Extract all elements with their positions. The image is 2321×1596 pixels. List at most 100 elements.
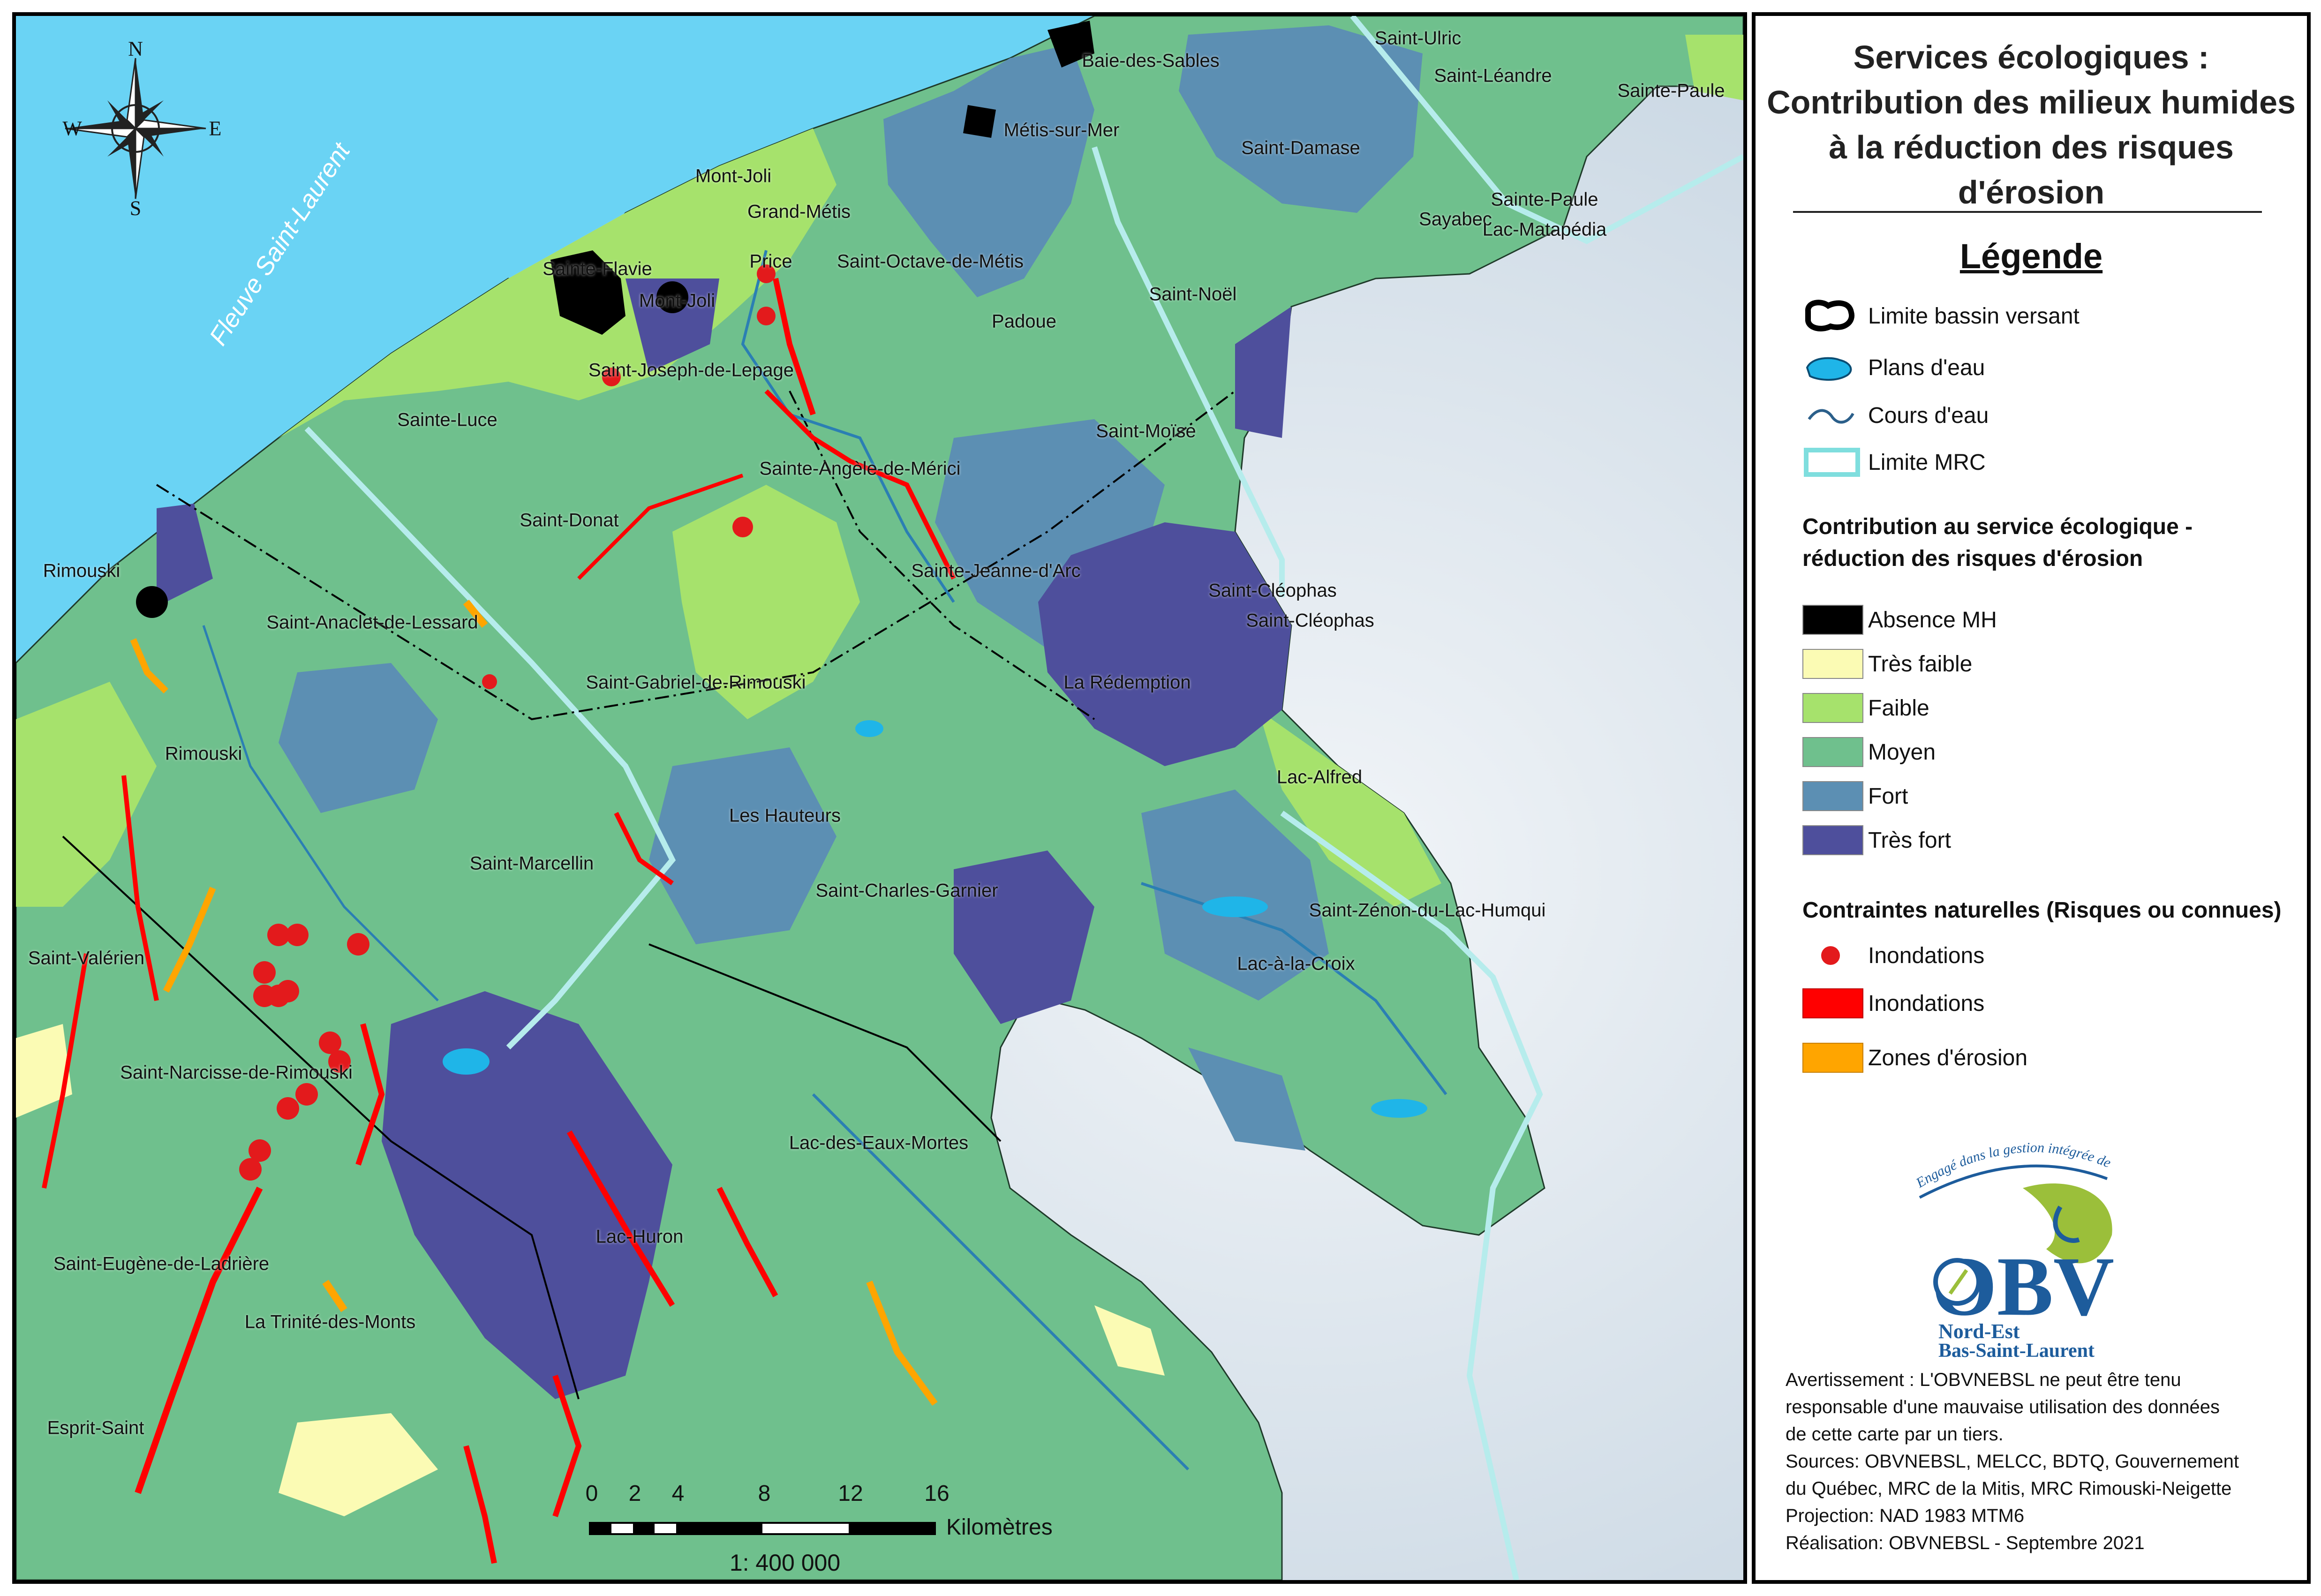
erosion-zone	[163, 887, 216, 993]
legend-class-label: Moyen	[1868, 739, 1936, 765]
legend-constraint-label: Inondations	[1868, 991, 1985, 1016]
disclaimer-line: Réalisation: OBVNEBSL - Septembre 2021	[1786, 1533, 2145, 1553]
place-label: Saint-Joseph-de-Lepage	[588, 360, 794, 381]
flood-point	[295, 1083, 318, 1106]
logo-leaf-icon	[2023, 1183, 2112, 1264]
flood-zone	[614, 812, 674, 886]
place-label: Sainte-Paule	[1491, 189, 1598, 210]
mrc-boundary	[1350, 16, 1743, 244]
zone-tres-fort	[1038, 522, 1291, 766]
legend-class-faible: Faible	[1802, 689, 1929, 727]
place-label: La Rédemption	[1063, 672, 1191, 693]
map-title-line: Services écologiques :	[1853, 39, 2209, 75]
obv-logo: Engagé dans la gestion intégrée de l'eau…	[1891, 1118, 2117, 1362]
place-label: Saint-Cléophas	[1246, 610, 1374, 631]
flood-point	[277, 980, 299, 1002]
place-label: Price	[749, 251, 792, 272]
mrc-boundary	[1280, 811, 1543, 1580]
zone-faible	[1258, 710, 1441, 907]
place-label: Sainte-Paule	[1617, 80, 1725, 101]
contribution-title-line: réduction des risques d'érosion	[1802, 546, 2143, 571]
watercourse	[812, 1093, 1190, 1471]
flood-zone	[463, 1445, 497, 1564]
legend-class-tres-fort: Très fort	[1802, 821, 1951, 859]
water-body	[443, 1048, 490, 1075]
class-swatch	[1802, 693, 1863, 723]
map-title: Services écologiques : Contribution des …	[1756, 35, 2307, 215]
water-body	[1202, 896, 1268, 917]
disclaimer-line: responsable d'une mauvaise utilisation d…	[1786, 1397, 2220, 1417]
scale-tick: 16	[924, 1481, 950, 1506]
flood-zone-swatch	[1802, 988, 1863, 1018]
mrc-boundary	[304, 426, 676, 1050]
place-label: Lac-à-la-Croix	[1237, 953, 1355, 974]
zone-fort	[1179, 25, 1423, 213]
water-body	[855, 720, 883, 737]
map-title-line: Contribution des milieux humides	[1767, 84, 2296, 120]
legend-item-label: Limite MRC	[1868, 450, 1986, 475]
flood-zone	[135, 1186, 263, 1494]
legend-constraint-flood-points: Inondations	[1802, 937, 1984, 974]
disclaimer: Avertissement : L'OBVNEBSL ne peut être …	[1786, 1366, 2297, 1557]
zone-fort	[1188, 1047, 1305, 1151]
place-label: Saint-Donat	[520, 510, 619, 531]
legend-item-water-bodies: Plans d'eau	[1802, 349, 1985, 386]
flood-point	[267, 924, 290, 946]
flood-zone	[566, 1130, 675, 1307]
flood-point	[249, 1139, 271, 1162]
place-label: Sainte-Flavie	[543, 258, 652, 279]
map-frame[interactable]: N S E W Fleuve Saint-Laurent Saint-Ulric…	[12, 12, 1747, 1584]
legend-class-moyen: Moyen	[1802, 733, 1936, 771]
compass-rose	[65, 58, 206, 199]
flood-point	[732, 517, 753, 537]
disclaimer-line: Avertissement : L'OBVNEBSL ne peut être …	[1786, 1370, 2181, 1390]
watershed-boundary	[62, 836, 580, 1400]
contribution-title-line: Contribution au service écologique -	[1802, 514, 2193, 539]
scale-unit: Kilomètres	[946, 1515, 1053, 1540]
flood-points	[239, 264, 776, 1181]
flood-zone	[716, 1187, 778, 1297]
flood-point-icon	[1821, 946, 1840, 965]
place-label: Saint-Eugène-de-Ladrière	[53, 1253, 270, 1274]
watershed-outline-icon	[1805, 300, 1855, 331]
title-divider	[1793, 211, 2262, 213]
place-label: Grand-Métis	[747, 201, 851, 222]
erosion-zone	[463, 600, 488, 628]
legend-class-label: Fort	[1868, 783, 1908, 809]
flood-point	[757, 264, 776, 283]
place-label: Padoue	[992, 311, 1056, 332]
watershed-boundary	[648, 943, 1002, 1142]
flood-point	[757, 307, 776, 325]
class-swatch	[1802, 605, 1863, 635]
legend-constraint-flood-zones: Inondations	[1802, 985, 1984, 1022]
place-label: Saint-Léandre	[1434, 65, 1552, 86]
place-label: Métis-sur-Mer	[1003, 120, 1120, 141]
flood-zone	[552, 1375, 582, 1517]
scale-tick: 2	[628, 1481, 641, 1506]
legend-constraint-label: Inondations	[1868, 943, 1985, 968]
place-label: Saint-Narcisse-de-Rimouski	[120, 1062, 353, 1083]
class-swatch	[1802, 649, 1863, 679]
water-body	[1371, 1099, 1427, 1118]
place-label: Lac-Alfred	[1276, 767, 1363, 788]
zone-faible	[16, 682, 157, 907]
erosion-zone	[866, 1280, 938, 1406]
zone-fort	[883, 44, 1094, 297]
zone-tres-fort	[157, 504, 213, 607]
flood-point	[253, 985, 276, 1007]
zone-tres-faible	[279, 1413, 438, 1516]
place-label: Sainte-Luce	[397, 409, 497, 430]
water-body-icon	[1806, 357, 1852, 381]
zone-faible	[672, 485, 860, 719]
town-marker-mont-joli	[656, 281, 688, 313]
logo-slogan: Engagé dans la gestion intégrée de l'eau	[1891, 1118, 2117, 1191]
legend-item-watershed: Limite bassin versant	[1802, 297, 2080, 335]
place-label: Saint-Cléophas	[1208, 580, 1337, 601]
map-canvas	[16, 16, 1743, 1580]
flood-zone	[764, 389, 956, 580]
flood-point	[482, 674, 497, 689]
zone-absence-mh	[550, 250, 625, 335]
place-label: Sainte-Jeanne-d'Arc	[911, 560, 1081, 581]
flood-point	[253, 961, 276, 984]
place-label: Rimouski	[165, 743, 242, 764]
